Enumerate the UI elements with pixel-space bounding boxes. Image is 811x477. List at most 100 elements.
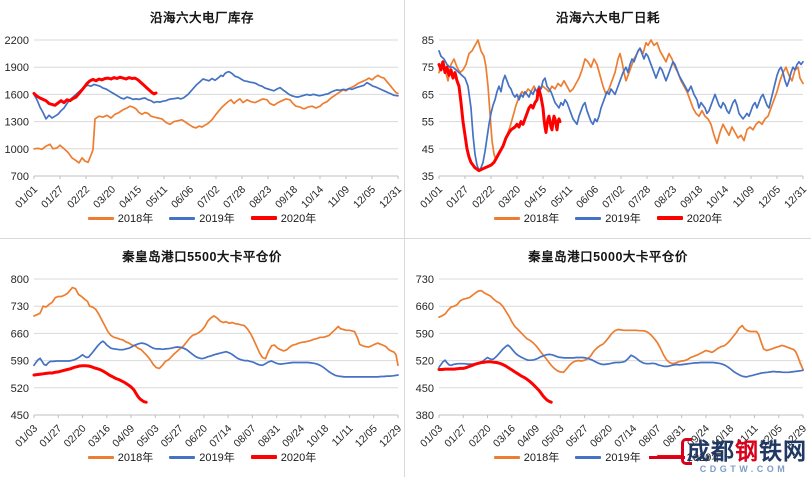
svg-text:02/20: 02/20 <box>62 423 89 450</box>
legend-label-2018: 2018年 <box>117 452 154 464</box>
svg-text:01/27: 01/27 <box>444 184 471 211</box>
svg-text:03/20: 03/20 <box>496 184 523 211</box>
svg-text:1300: 1300 <box>5 117 29 129</box>
svg-text:75: 75 <box>422 62 434 74</box>
svg-text:520: 520 <box>416 356 434 368</box>
svg-text:450: 450 <box>11 410 29 422</box>
svg-text:03/16: 03/16 <box>491 423 518 450</box>
legend-item-2020: 2020年 <box>250 449 317 465</box>
legend-item-2020: 2020年 <box>656 210 723 226</box>
svg-text:01/27: 01/27 <box>37 423 64 450</box>
svg-text:1900: 1900 <box>5 62 29 74</box>
chart-panel-qhd-5000-price: 秦皇岛港口5000大卡平仓价 730 660 590 520 450 380 01/03 01… <box>405 239 811 477</box>
svg-text:05/03: 05/03 <box>134 423 161 450</box>
legend-label-2018: 2018年 <box>117 213 154 225</box>
chart-panel-coastal-plant-inventory: 沿海六大电厂库存 2200 1900 1600 1300 1000 700 01/01 01/… <box>0 0 405 239</box>
legend-label-2018: 2018年 <box>523 452 560 464</box>
svg-text:12/29: 12/29 <box>377 423 404 450</box>
legend-line-2018-icon <box>87 455 114 459</box>
svg-text:1600: 1600 <box>5 89 29 101</box>
svg-text:02/22: 02/22 <box>470 184 497 211</box>
svg-text:08/31: 08/31 <box>256 423 283 450</box>
svg-text:35: 35 <box>422 171 434 183</box>
watermark-domain: CDGTW.COM <box>699 464 789 474</box>
legend-line-2020-icon <box>250 216 277 220</box>
svg-text:07/28: 07/28 <box>221 184 248 211</box>
svg-text:1000: 1000 <box>5 144 29 156</box>
legend-item-2019: 2019年 <box>169 449 235 465</box>
coastal-plant-inventory-chart-canvas: 2200 1900 1600 1300 1000 70001/0101/2702/2203… <box>5 35 404 211</box>
legend-item-2019: 2019年 <box>169 210 235 226</box>
legend-line-2019-icon <box>169 216 196 220</box>
chart-title-inventory: 沿海六大电厂库存 <box>149 11 254 25</box>
chart-panel-coastal-plant-daily-consumption: 沿海六大电厂日耗 85 75 65 55 45 35 01/01 01/27 02/22 03/2… <box>405 0 811 239</box>
svg-text:07/02: 07/02 <box>195 184 222 211</box>
svg-text:45: 45 <box>422 144 434 156</box>
svg-text:11/09: 11/09 <box>326 184 353 211</box>
svg-text:09/18: 09/18 <box>678 184 705 211</box>
legend-line-2018-icon <box>493 455 520 459</box>
svg-text:590: 590 <box>416 328 434 340</box>
legend-line-2018-icon <box>493 216 520 220</box>
svg-text:10/14: 10/14 <box>299 184 326 211</box>
svg-text:04/09: 04/09 <box>515 423 542 450</box>
svg-text:01/27: 01/27 <box>39 184 66 211</box>
svg-text:01/03: 01/03 <box>13 423 40 450</box>
legend-line-2019-icon <box>169 455 196 459</box>
svg-text:12/05: 12/05 <box>756 184 783 211</box>
svg-text:05/27: 05/27 <box>159 423 186 450</box>
svg-text:02/22: 02/22 <box>65 184 92 211</box>
legend-line-2019-icon <box>575 455 602 459</box>
svg-text:01/01: 01/01 <box>13 184 40 211</box>
svg-text:02/20: 02/20 <box>467 423 494 450</box>
watermark-text-row: 成都钢铁网 <box>681 438 807 465</box>
svg-text:06/20: 06/20 <box>183 423 210 450</box>
svg-text:08/07: 08/07 <box>636 423 663 450</box>
svg-text:04/09: 04/09 <box>110 423 137 450</box>
svg-text:01/27: 01/27 <box>442 423 469 450</box>
svg-text:85: 85 <box>422 35 434 47</box>
svg-text:08/23: 08/23 <box>247 184 274 211</box>
svg-text:07/28: 07/28 <box>626 184 653 211</box>
legend-line-2019-icon <box>575 216 602 220</box>
svg-text:520: 520 <box>11 383 29 395</box>
legend-label-2019: 2019年 <box>199 213 235 225</box>
svg-text:04/15: 04/15 <box>117 184 144 211</box>
svg-text:12/31: 12/31 <box>782 184 809 211</box>
svg-text:07/14: 07/14 <box>207 423 234 450</box>
svg-text:660: 660 <box>416 301 434 313</box>
legend-label-2019: 2019年 <box>199 452 235 464</box>
svg-text:590: 590 <box>11 356 29 368</box>
legend-label-2020: 2020年 <box>686 213 723 225</box>
svg-text:07/14: 07/14 <box>612 423 639 450</box>
svg-text:800: 800 <box>11 274 29 286</box>
legend-item-2018: 2018年 <box>87 449 154 465</box>
legend-item-2019: 2019年 <box>575 210 641 226</box>
legend-label-2020: 2020年 <box>280 452 317 464</box>
svg-text:07/02: 07/02 <box>600 184 627 211</box>
chart-panel-qhd-5500-price: 秦皇岛港口5500大卡平仓价 800 730 660 590 520 450 01/03 01… <box>0 239 405 477</box>
legend-label-2020: 2020年 <box>280 213 317 225</box>
svg-text:12/05: 12/05 <box>353 423 380 450</box>
legend-item-2020: 2020年 <box>250 210 317 226</box>
svg-text:730: 730 <box>416 274 434 286</box>
legend-item-2018: 2018年 <box>493 449 560 465</box>
svg-text:700: 700 <box>11 171 29 183</box>
legend-label-2019: 2019年 <box>605 452 641 464</box>
qhd-5500-price-chart-canvas: 800 730 660 590 520 45001/0301/2702/2003/1604… <box>11 274 404 450</box>
svg-text:65: 65 <box>422 89 434 101</box>
legend-line-2020-icon <box>250 455 277 459</box>
svg-text:12/05: 12/05 <box>351 184 378 211</box>
qhd-5000-price-chart-canvas: 730 660 590 520 450 38001/0301/2702/2003/1604… <box>416 274 810 450</box>
chart-legend: 2018年 2019年 2020年 <box>0 449 404 465</box>
svg-text:05/03: 05/03 <box>539 423 566 450</box>
svg-text:06/06: 06/06 <box>574 184 601 211</box>
svg-text:01/01: 01/01 <box>418 184 445 211</box>
svg-text:12/31: 12/31 <box>377 184 404 211</box>
legend-label-2018: 2018年 <box>523 213 560 225</box>
svg-text:03/16: 03/16 <box>86 423 113 450</box>
svg-text:10/18: 10/18 <box>304 423 331 450</box>
svg-text:05/11: 05/11 <box>549 184 576 211</box>
